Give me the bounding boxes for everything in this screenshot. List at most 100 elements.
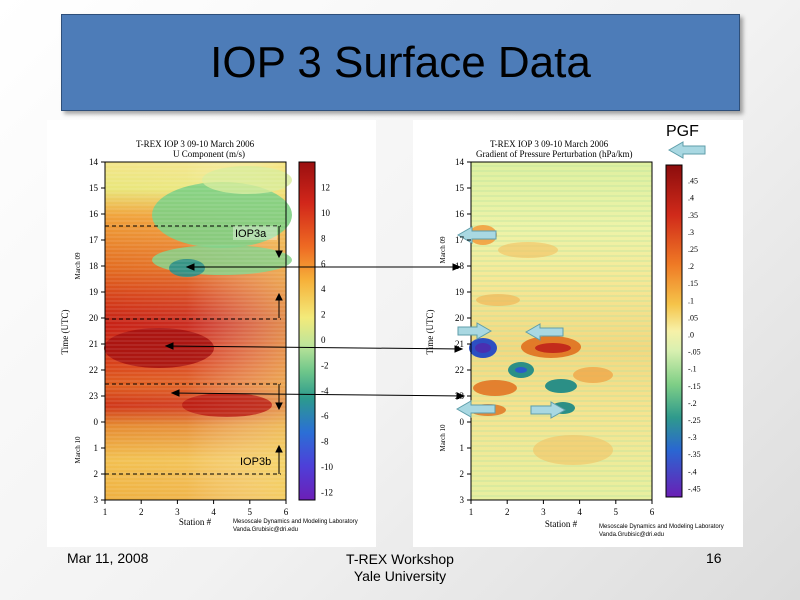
svg-text:19: 19 [89, 287, 99, 297]
svg-text:23: 23 [455, 391, 465, 401]
station-tick: 6 [284, 500, 289, 517]
time-tick: 23 [89, 391, 105, 401]
time-tick: 2 [94, 469, 105, 479]
pressure-gradient-plot: T-REX IOP 3 09-10 March 2006 Gradient of… [425, 123, 724, 538]
svg-text:21: 21 [89, 339, 98, 349]
station-tick: 1 [469, 500, 474, 517]
left-day1-label: March 09 [74, 252, 82, 280]
svg-text:.45: .45 [688, 177, 698, 186]
time-tick: 17 [89, 235, 105, 245]
station-tick: 1 [103, 500, 108, 517]
colorbar-tick: .0 [688, 331, 694, 340]
time-tick: 17 [455, 235, 471, 245]
svg-text:3: 3 [94, 495, 99, 505]
svg-text:10: 10 [321, 208, 331, 218]
pgf-legend-arrow [667, 141, 706, 159]
svg-text:1: 1 [94, 443, 99, 453]
time-tick: 2 [460, 469, 471, 479]
footer-event-line2: Yale University [353, 568, 447, 584]
svg-text:18: 18 [89, 261, 99, 271]
svg-text:16: 16 [455, 209, 465, 219]
colorbar-tick: .1 [688, 296, 694, 305]
station-tick: 5 [614, 500, 619, 517]
svg-text:.05: .05 [688, 313, 698, 322]
svg-text:17: 17 [89, 235, 99, 245]
svg-text:-.1: -.1 [688, 365, 697, 374]
svg-text:.4: .4 [688, 194, 694, 203]
svg-text:-.05: -.05 [688, 348, 701, 357]
right-credit-line1: Mesoscale Dynamics and Modeling Laborato… [599, 524, 724, 530]
svg-text:22: 22 [89, 365, 98, 375]
time-tick: 15 [89, 183, 105, 193]
svg-text:8: 8 [321, 233, 326, 243]
svg-text:18: 18 [455, 261, 465, 271]
svg-text:2: 2 [139, 507, 144, 517]
left-plot-title-line1: T-REX IOP 3 09-10 March 2006 [136, 139, 255, 149]
svg-text:-2: -2 [321, 360, 329, 370]
footer-event-line1: T-REX Workshop [346, 551, 454, 567]
svg-text:2: 2 [505, 507, 510, 517]
svg-text:.3: .3 [688, 228, 694, 237]
svg-text:0: 0 [460, 417, 465, 427]
svg-text:19: 19 [455, 287, 465, 297]
colorbar-tick: .25 [688, 245, 698, 254]
svg-text:-.2: -.2 [688, 399, 697, 408]
colorbar-tick: 2 [321, 310, 326, 320]
station-tick: 6 [650, 500, 655, 517]
time-tick: 3 [460, 495, 471, 505]
svg-text:-.25: -.25 [688, 416, 701, 425]
time-tick: 14 [89, 157, 105, 167]
svg-text:-.45: -.45 [688, 484, 701, 493]
right-x-axis-label: Station # [545, 519, 578, 529]
station-tick: 3 [175, 500, 180, 517]
svg-text:.35: .35 [688, 211, 698, 220]
u-component-colorbar [298, 161, 316, 501]
left-x-axis-label: Station # [179, 517, 212, 527]
station-tick: 4 [211, 500, 216, 517]
svg-text:17: 17 [455, 235, 465, 245]
svg-text:.1: .1 [688, 296, 694, 305]
svg-text:20: 20 [455, 313, 465, 323]
time-tick: 20 [89, 313, 105, 323]
colorbar-tick: 6 [321, 259, 326, 269]
svg-text:-.4: -.4 [688, 467, 697, 476]
time-tick: 0 [460, 417, 471, 427]
colorbar-tick: -.35 [688, 450, 701, 459]
footer-date: Mar 11, 2008 [67, 550, 149, 566]
svg-text:15: 15 [89, 183, 99, 193]
page-number: 16 [706, 550, 722, 566]
time-tick: 18 [455, 261, 471, 271]
svg-text:2: 2 [460, 469, 465, 479]
svg-text:1: 1 [460, 443, 465, 453]
svg-text:6: 6 [321, 259, 326, 269]
svg-text:-8: -8 [321, 437, 329, 447]
u-component-plot: T-REX IOP 3 09-10 March 2006 U Component… [60, 139, 358, 533]
svg-text:-.3: -.3 [688, 433, 697, 442]
colorbar-tick: -.15 [688, 382, 701, 391]
time-tick: 21 [455, 339, 471, 349]
svg-text:3: 3 [175, 507, 180, 517]
time-tick: 15 [455, 183, 471, 193]
time-tick: 19 [89, 287, 105, 297]
svg-text:1: 1 [103, 507, 108, 517]
station-tick: 4 [577, 500, 582, 517]
colorbar-tick: -.4 [688, 467, 697, 476]
colorbar-tick: -8 [321, 437, 329, 447]
svg-text:23: 23 [89, 391, 99, 401]
svg-text:-4: -4 [321, 386, 329, 396]
svg-text:14: 14 [455, 157, 465, 167]
colorbar-tick: 10 [321, 208, 331, 218]
colorbar-tick: 12 [321, 183, 330, 193]
time-tick: 14 [455, 157, 471, 167]
right-day2-label: March 10 [439, 424, 447, 452]
time-tick: 22 [89, 365, 105, 375]
svg-text:14: 14 [89, 157, 99, 167]
colorbar-tick: -10 [321, 462, 333, 472]
svg-text:1: 1 [469, 507, 474, 517]
pgf-arrow-left [456, 226, 497, 244]
u-component-colorbar-ticks: 12 10 8 6 4 2 0 -2 -4 -6 -8 -10 -12 [321, 183, 333, 498]
station-tick: 2 [505, 500, 510, 517]
svg-text:6: 6 [284, 507, 289, 517]
pgf-arrows [455, 226, 567, 419]
